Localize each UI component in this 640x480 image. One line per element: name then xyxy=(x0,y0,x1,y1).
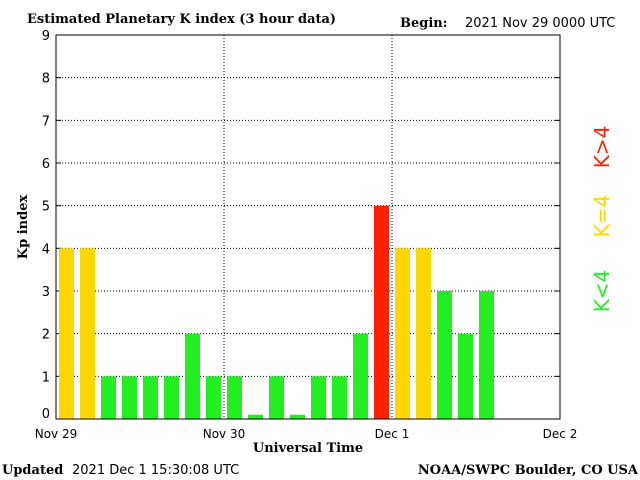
kp-bar xyxy=(458,333,473,419)
kp-bar xyxy=(248,414,263,419)
kp-bar xyxy=(101,376,116,419)
kp-bar xyxy=(290,414,305,419)
kp-bar xyxy=(59,248,74,419)
x-tick-label: Dec 1 xyxy=(375,427,410,441)
grid-lines xyxy=(56,34,560,420)
kp-bar xyxy=(395,248,410,419)
y-tick-label: 1 xyxy=(42,370,50,385)
y-tick-labels: 0 1 2 3 4 5 6 7 8 9 xyxy=(42,29,50,422)
kp-bar xyxy=(416,248,431,419)
updated-label: Updated xyxy=(2,463,63,478)
bars xyxy=(59,205,494,419)
y-tick-label: 4 xyxy=(42,242,50,257)
legend-k-equal-4: K=4 xyxy=(590,195,614,238)
kp-bar xyxy=(143,376,158,419)
legend-k-below-4: K<4 xyxy=(590,270,614,313)
chart-title: Estimated Planetary K index (3 hour data… xyxy=(27,12,336,27)
legend-k-above-4: K>4 xyxy=(590,126,614,169)
kp-bar xyxy=(164,376,179,419)
kp-bar xyxy=(122,376,137,419)
y-tick-label: 7 xyxy=(42,114,50,129)
source-credit: NOAA/SWPC Boulder, CO USA xyxy=(418,463,639,478)
y-tick-label: 6 xyxy=(42,157,50,172)
kp-bar xyxy=(374,205,389,419)
kp-bar xyxy=(185,333,200,419)
kp-bar xyxy=(269,376,284,419)
kp-bar xyxy=(353,333,368,419)
kp-bar xyxy=(227,376,242,419)
x-tick-label: Dec 2 xyxy=(543,427,578,441)
plot-frame xyxy=(55,34,561,420)
begin-value: 2021 Nov 29 0000 UTC xyxy=(465,16,615,31)
y-tick-label: 5 xyxy=(42,200,50,215)
kp-bar xyxy=(206,376,221,419)
kp-bar xyxy=(311,376,326,419)
kp-bar xyxy=(80,248,95,419)
x-tick-label: Nov 30 xyxy=(203,427,246,441)
x-tick-label: Nov 29 xyxy=(35,427,78,441)
x-axis-label: Universal Time xyxy=(253,441,363,456)
y-tick-label: 8 xyxy=(42,72,50,87)
y-tick-label: 0 xyxy=(42,407,50,422)
y-tick-label: 2 xyxy=(42,328,50,343)
y-axis-label: Kp index xyxy=(16,195,31,260)
kp-bar xyxy=(332,376,347,419)
begin-label: Begin: xyxy=(400,16,448,31)
x-tick-labels: Nov 29 Nov 30 Dec 1 Dec 2 xyxy=(35,427,578,441)
updated-value: 2021 Dec 1 15:30:08 UTC xyxy=(72,463,239,478)
legend: K>4 K=4 K<4 xyxy=(590,126,614,313)
kp-bar xyxy=(479,291,494,419)
y-tick-label: 9 xyxy=(42,29,50,44)
y-tick-label: 3 xyxy=(42,285,50,300)
kp-bar xyxy=(437,291,452,419)
